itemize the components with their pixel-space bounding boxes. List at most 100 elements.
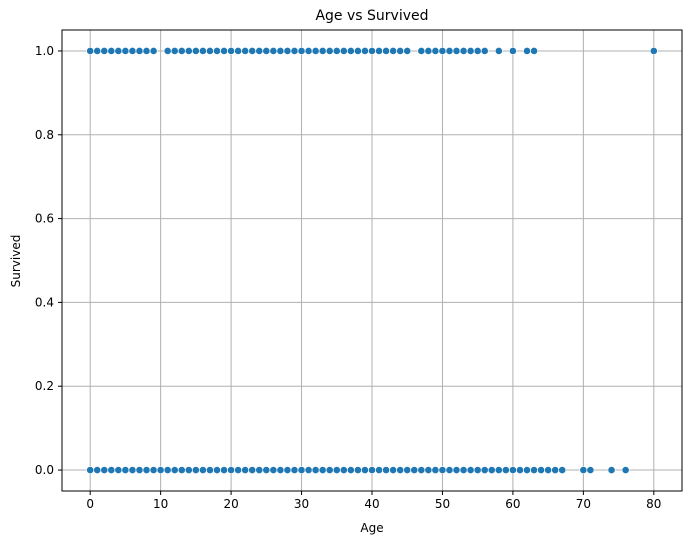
data-point <box>227 47 235 55</box>
data-point <box>234 47 243 55</box>
data-point <box>142 47 151 55</box>
data-point <box>297 47 306 55</box>
data-point <box>452 466 461 474</box>
data-point <box>396 466 405 474</box>
y-tick-label: 0.2 <box>35 379 54 393</box>
data-point <box>530 466 538 474</box>
data-point <box>100 466 109 474</box>
y-tick-label: 1.0 <box>35 44 54 58</box>
data-point <box>255 47 264 55</box>
chart-title: Age vs Survived <box>315 8 428 24</box>
data-point <box>339 466 348 474</box>
data-point <box>269 466 278 474</box>
data-point <box>509 47 517 55</box>
data-point <box>276 47 285 55</box>
data-point <box>248 47 257 55</box>
data-point <box>184 466 193 474</box>
y-tick-label: 0.6 <box>35 212 54 226</box>
data-point <box>354 466 362 474</box>
data-point <box>424 466 433 474</box>
x-tick-label: 60 <box>505 497 520 511</box>
data-point <box>114 47 123 55</box>
data-point <box>445 466 454 474</box>
data-point <box>579 466 588 474</box>
data-point <box>184 47 193 55</box>
data-point <box>332 47 341 55</box>
data-point <box>368 47 376 55</box>
x-tick-label: 80 <box>646 497 661 511</box>
data-point <box>558 466 567 474</box>
data-point <box>227 466 235 474</box>
data-point <box>121 466 130 474</box>
x-tick-label: 40 <box>364 497 379 511</box>
data-point <box>156 466 165 474</box>
x-tick-label: 20 <box>223 497 238 511</box>
x-tick-label: 50 <box>435 497 450 511</box>
data-point <box>304 466 313 474</box>
data-point <box>135 466 144 474</box>
data-point <box>431 466 440 474</box>
data-point <box>459 47 468 55</box>
data-point <box>241 466 250 474</box>
data-point <box>311 47 320 55</box>
data-point <box>304 47 313 55</box>
data-point <box>403 466 412 474</box>
data-point <box>509 466 517 474</box>
data-point <box>213 47 221 55</box>
y-axis-label: Survived <box>9 235 23 288</box>
data-point <box>142 466 151 474</box>
data-point <box>163 466 172 474</box>
data-point <box>325 47 334 55</box>
data-point <box>191 47 200 55</box>
data-point <box>487 466 496 474</box>
data-point <box>375 47 383 55</box>
data-point <box>149 466 158 474</box>
data-point <box>163 47 172 55</box>
x-tick-label: 30 <box>294 497 309 511</box>
data-point <box>389 47 398 55</box>
data-point <box>586 466 595 474</box>
data-point <box>290 47 299 55</box>
data-point <box>276 466 285 474</box>
data-point <box>107 466 116 474</box>
data-point <box>410 466 419 474</box>
data-point <box>93 466 102 474</box>
data-point <box>361 466 369 474</box>
data-point <box>93 47 102 55</box>
data-point <box>530 47 538 55</box>
data-point <box>438 466 447 474</box>
data-point <box>368 466 376 474</box>
data-point <box>452 47 461 55</box>
data-point <box>206 47 214 55</box>
y-tick-label: 0.8 <box>35 128 54 142</box>
data-point <box>234 466 243 474</box>
data-point <box>466 466 475 474</box>
x-tick-label: 0 <box>86 497 94 511</box>
data-point <box>473 466 482 474</box>
data-point <box>438 47 447 55</box>
data-points <box>86 47 658 474</box>
x-tick-label: 70 <box>576 497 591 511</box>
data-point <box>311 466 320 474</box>
data-point <box>403 47 412 55</box>
data-point <box>544 466 553 474</box>
data-point <box>445 47 454 55</box>
data-point <box>480 466 489 474</box>
data-point <box>269 47 278 55</box>
data-point <box>332 466 341 474</box>
data-point <box>318 47 327 55</box>
data-point <box>255 466 264 474</box>
data-point <box>170 466 179 474</box>
data-point <box>220 466 228 474</box>
data-point <box>290 466 299 474</box>
data-point <box>283 466 292 474</box>
data-point <box>86 47 95 55</box>
data-point <box>107 47 116 55</box>
data-point <box>417 466 426 474</box>
data-point <box>382 47 390 55</box>
data-point <box>128 47 137 55</box>
data-point <box>220 47 228 55</box>
data-point <box>346 466 355 474</box>
data-point <box>121 47 130 55</box>
data-point <box>206 466 214 474</box>
